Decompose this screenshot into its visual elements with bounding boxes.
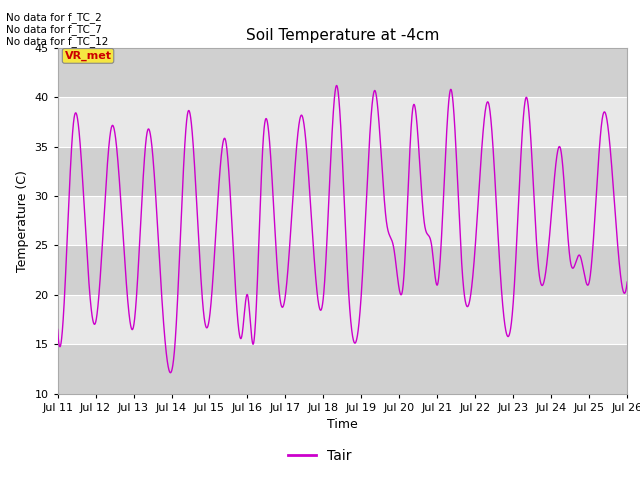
Bar bbox=[58, 196, 627, 245]
Legend: Tair: Tair bbox=[283, 443, 357, 468]
X-axis label: Time: Time bbox=[327, 418, 358, 431]
Bar bbox=[58, 97, 627, 147]
Bar bbox=[58, 344, 627, 394]
Text: VR_met: VR_met bbox=[65, 51, 111, 61]
Text: No data for f_TC_7: No data for f_TC_7 bbox=[6, 24, 102, 35]
Text: No data for f_TC_12: No data for f_TC_12 bbox=[6, 36, 109, 47]
Title: Soil Temperature at -4cm: Soil Temperature at -4cm bbox=[246, 28, 439, 43]
Bar bbox=[58, 245, 627, 295]
Bar bbox=[58, 48, 627, 97]
Y-axis label: Temperature (C): Temperature (C) bbox=[16, 170, 29, 272]
Bar bbox=[58, 147, 627, 196]
Bar bbox=[58, 295, 627, 344]
Text: No data for f_TC_2: No data for f_TC_2 bbox=[6, 12, 102, 23]
